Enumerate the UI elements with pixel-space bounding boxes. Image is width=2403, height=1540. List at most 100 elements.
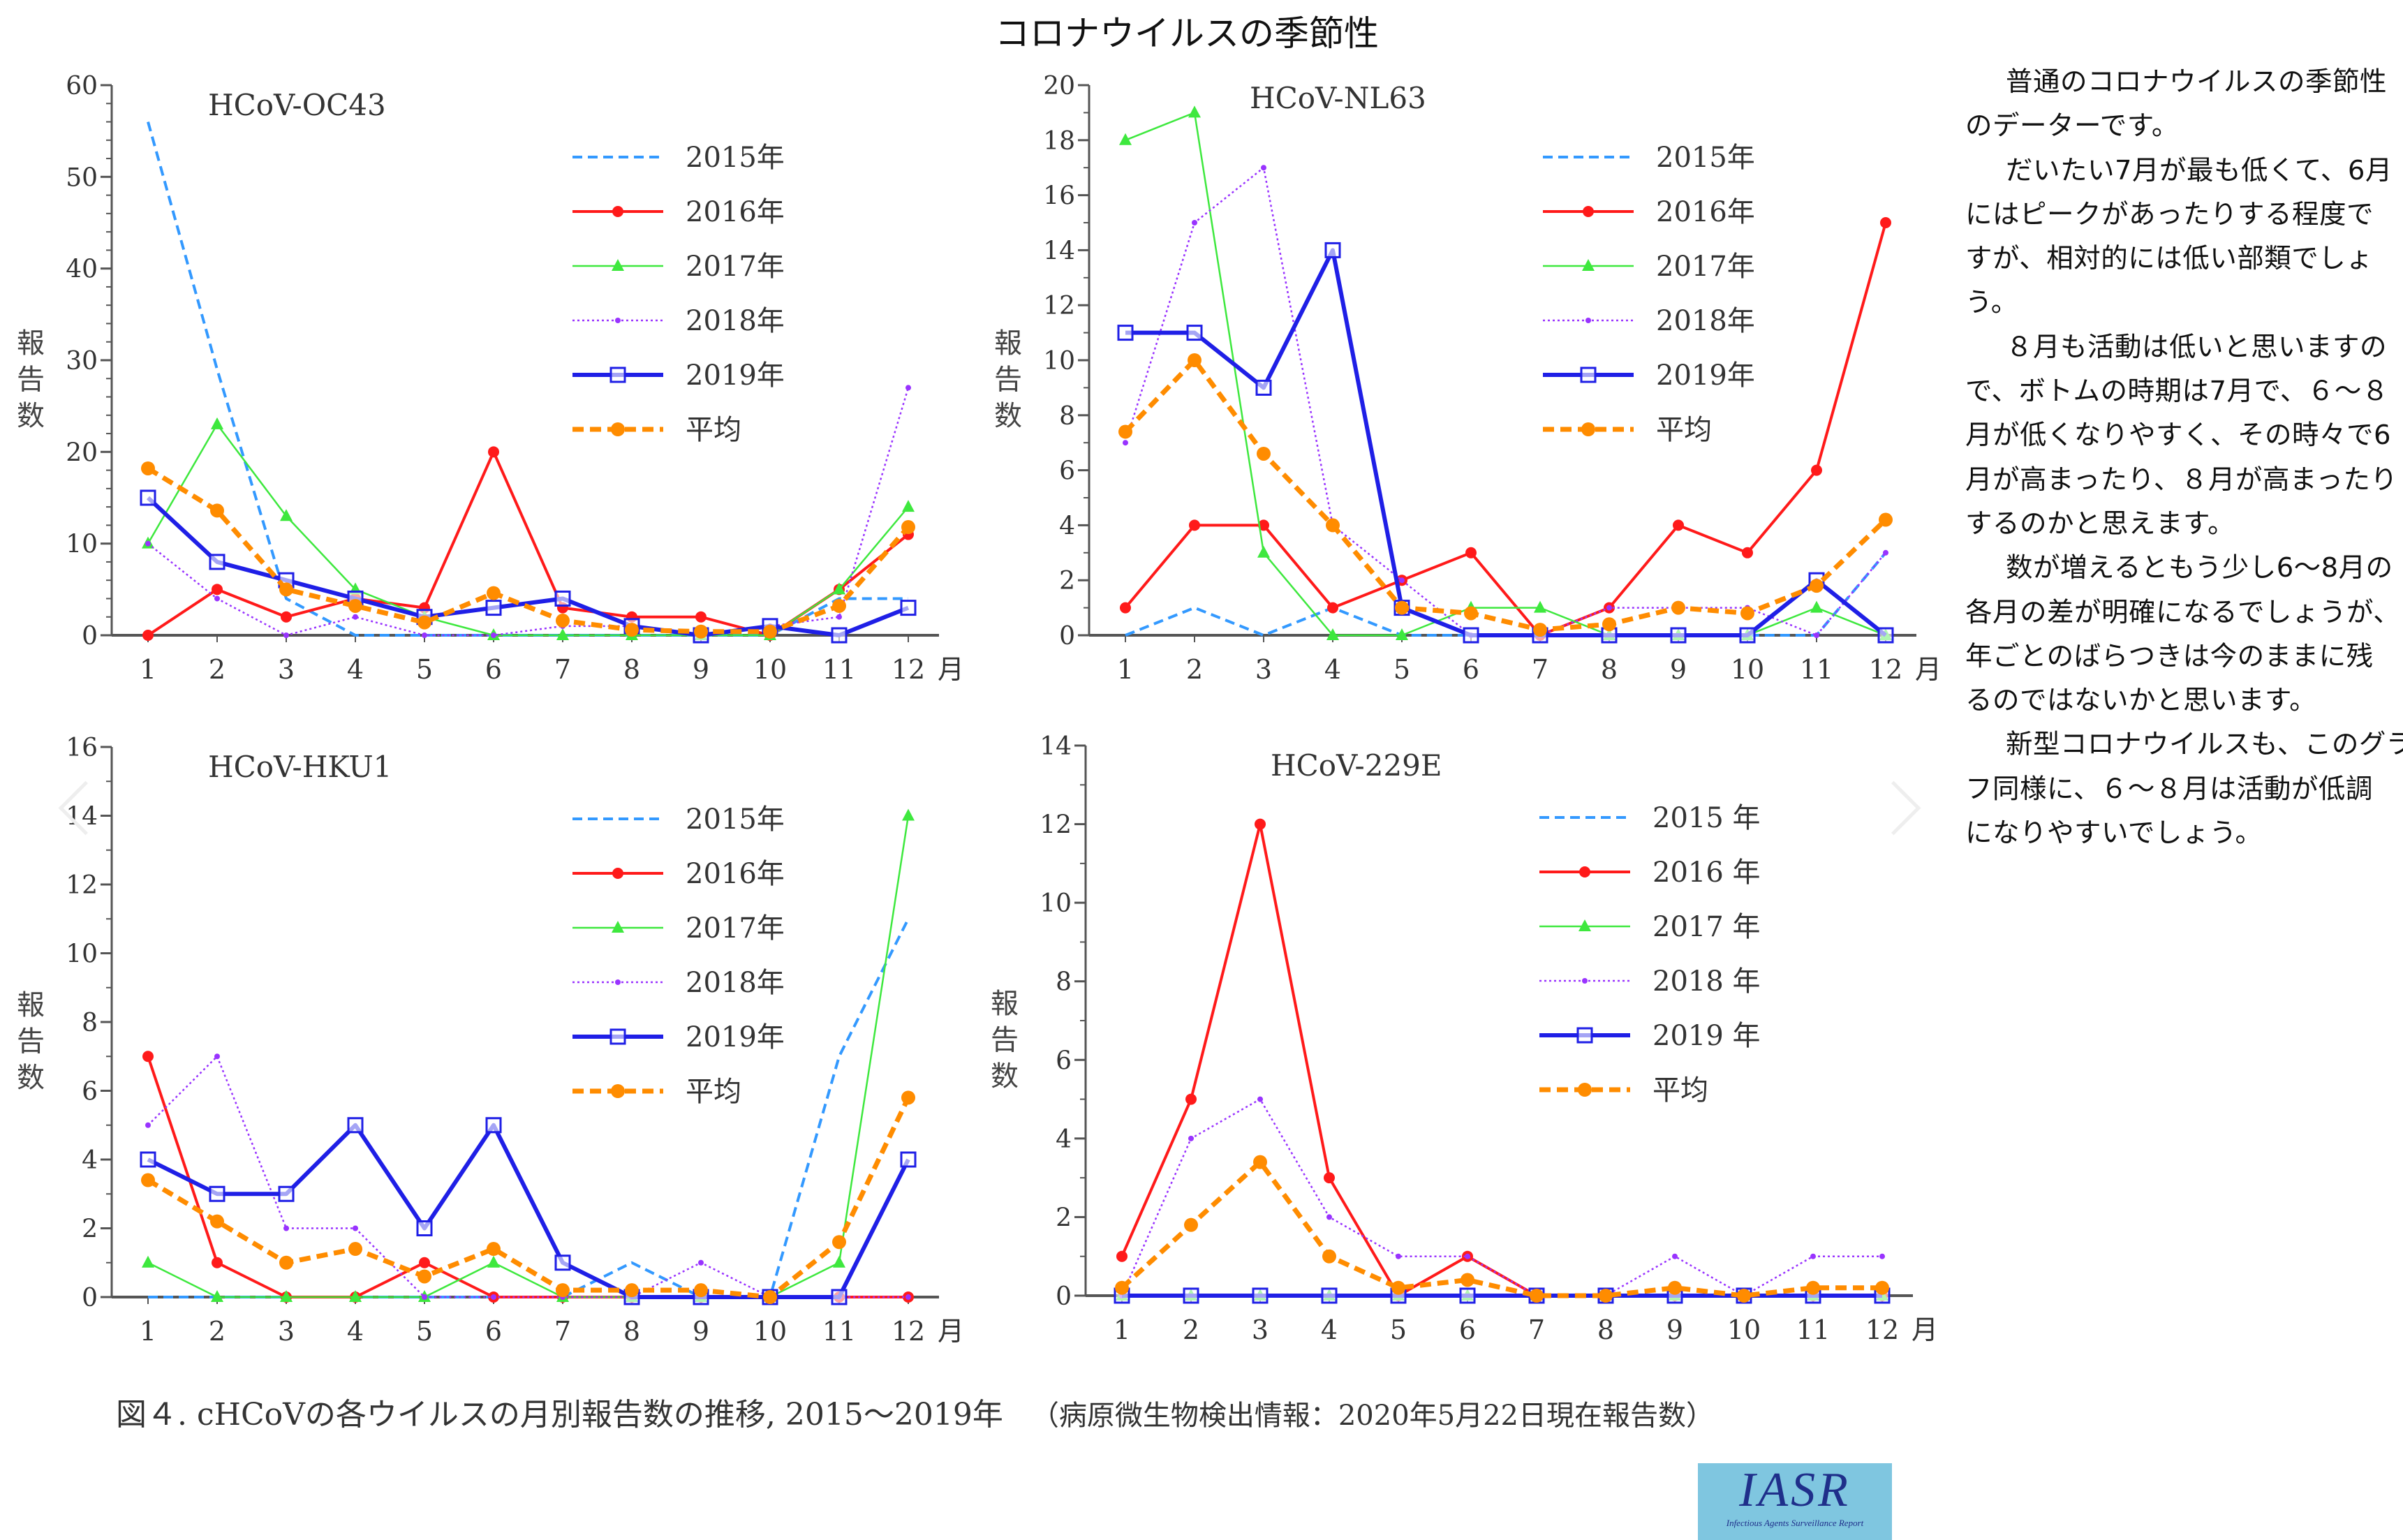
- caption-main: 図４. cHCoVの各ウイルスの月別報告数の推移, 2015〜2019年: [116, 1397, 1003, 1432]
- x-unit-label: 月: [1912, 1315, 1937, 1345]
- data-point: [832, 598, 846, 613]
- data-point: [1579, 866, 1590, 878]
- y-tick-label: 12: [1043, 292, 1075, 320]
- data-point: [1116, 1250, 1127, 1262]
- y-tick-label: 4: [82, 1146, 98, 1175]
- series-2018: [1119, 1096, 1885, 1298]
- y-axis-label: 報告数: [986, 989, 1018, 1097]
- x-tick-label: 11: [1800, 654, 1833, 685]
- data-point: [763, 1290, 777, 1304]
- data-point: [902, 808, 915, 821]
- data-point: [556, 1283, 570, 1298]
- x-tick-label: 10: [753, 654, 787, 685]
- y-axis-label: 報告数: [989, 328, 1021, 437]
- legend-item-avg: 平均: [1543, 414, 1712, 446]
- legend-item-2015: 2015年: [1543, 142, 1755, 174]
- data-point: [1188, 105, 1201, 118]
- data-point: [141, 1173, 155, 1187]
- data-point: [1189, 519, 1200, 531]
- legend-label: 2018 年: [1652, 965, 1761, 998]
- y-tick-label: 50: [66, 163, 98, 192]
- data-point: [1810, 1253, 1816, 1259]
- y-tick-label: 4: [1056, 1125, 1072, 1154]
- y-tick-label: 20: [66, 438, 98, 467]
- y-tick-label: 6: [82, 1078, 98, 1106]
- commentary-line: ８月も活動は低いと思いますの: [2006, 331, 2388, 363]
- y-tick-label: 18: [1043, 127, 1075, 156]
- x-tick-label: 8: [1601, 654, 1618, 685]
- commentary-line: 数が増えるともう少し6〜8月の: [2006, 552, 2393, 584]
- legend-item-2015: 2015年: [572, 142, 785, 174]
- legend-item-2017: 2017年: [572, 912, 785, 945]
- data-point: [422, 632, 427, 638]
- data-point: [902, 500, 915, 512]
- y-axis-label: 報告数: [12, 328, 44, 437]
- y-tick-label: 0: [82, 622, 98, 651]
- y-tick-label: 2: [1056, 1204, 1072, 1232]
- legend-label: 2016年: [686, 858, 785, 890]
- data-point: [556, 628, 569, 640]
- y-tick-label: 2: [82, 1215, 98, 1244]
- commentary-line: するのかと思えます。: [1965, 508, 2235, 540]
- y-axis-label: 報告数: [12, 990, 44, 1099]
- data-point: [900, 1151, 917, 1168]
- data-point: [419, 1257, 430, 1268]
- figure-caption: 図４. cHCoVの各ウイルスの月別報告数の推移, 2015〜2019年 （病原微…: [116, 1389, 1714, 1434]
- series-line: [147, 815, 910, 1298]
- series-2018: [1123, 165, 1888, 638]
- data-point: [1118, 424, 1132, 439]
- x-tick-label: 8: [1597, 1315, 1614, 1345]
- data-point: [1192, 220, 1197, 225]
- data-point: [1188, 1135, 1194, 1141]
- x-tick-label: 6: [1459, 1315, 1476, 1345]
- data-point: [1257, 1096, 1263, 1102]
- data-point: [1580, 367, 1597, 383]
- data-point: [833, 1255, 845, 1268]
- series-line: [147, 1123, 910, 1299]
- data-point: [1880, 217, 1891, 228]
- legend-item-2018: 2018年: [1543, 305, 1755, 337]
- commentary-line: にはピークがあったりする程度で: [1965, 198, 2374, 230]
- commentary-line: るのではないかと思います。: [1965, 685, 2317, 717]
- data-point: [1257, 545, 1270, 558]
- legend-item-2016: 2016年: [1543, 196, 1755, 228]
- data-point: [1326, 518, 1340, 533]
- data-point: [1583, 206, 1594, 217]
- x-tick-label: 11: [822, 1316, 856, 1347]
- data-point: [1258, 519, 1269, 531]
- x-tick-label: 7: [554, 654, 571, 685]
- series-2015: [148, 918, 910, 1298]
- y-tick-label: 6: [1056, 1046, 1072, 1075]
- commentary-line: フ同様に、６〜８月は活動が低調: [1965, 773, 2373, 805]
- data-point: [1255, 818, 1266, 830]
- data-point: [1530, 1289, 1544, 1303]
- commentary-line: 新型コロナウイルスも、このグラ: [2006, 729, 2403, 761]
- data-point: [283, 632, 289, 638]
- y-tick-label: 0: [1056, 1282, 1072, 1311]
- legend-item-2015: 2015 年: [1539, 802, 1761, 834]
- data-point: [1582, 259, 1595, 271]
- data-point: [1253, 1155, 1267, 1169]
- commentary-line: 月が低くなりやすく、その時々で6: [1965, 420, 2391, 452]
- data-point: [833, 582, 845, 595]
- data-point: [694, 624, 708, 639]
- chart-hku1: 0 2 4 6 8 10 12 14 16 1 2 3 4 5 6 7 8 9 10 11 12 月報告数 HCoV-HKU…: [0, 718, 963, 1388]
- data-point: [1671, 600, 1685, 615]
- series-2016: [1116, 818, 1888, 1301]
- y-tick-label: 16: [1043, 182, 1075, 211]
- data-point: [1120, 602, 1131, 614]
- x-tick-label: 12: [892, 1316, 925, 1347]
- data-point: [1465, 1253, 1470, 1259]
- commentary-line: になりやすいでしょう。: [1965, 817, 2263, 850]
- iasr-logo: IASR Infectious Agents Surveillance Repo…: [1698, 1463, 1892, 1540]
- data-point: [1673, 519, 1684, 531]
- x-tick-label: 2: [1183, 1315, 1199, 1345]
- legend-item-2015: 2015年: [572, 804, 785, 836]
- data-point: [611, 1084, 625, 1098]
- x-tick-label: 4: [1324, 654, 1341, 685]
- series-avg: [1115, 1155, 1889, 1303]
- series-avg: [141, 1090, 915, 1304]
- data-point: [1740, 606, 1754, 621]
- data-point: [1326, 628, 1339, 640]
- data-point: [488, 446, 499, 458]
